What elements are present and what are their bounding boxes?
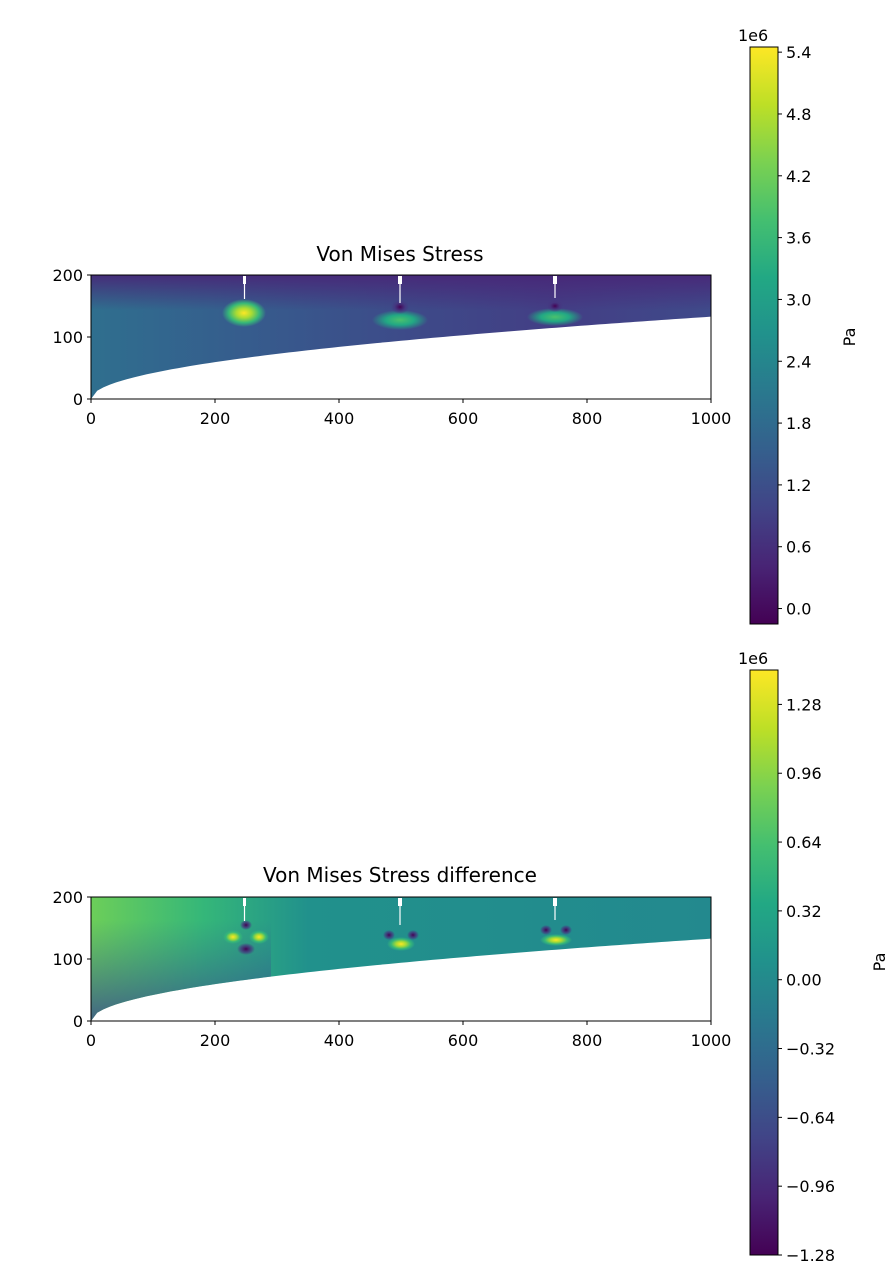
colorbar-label: Pa bbox=[840, 328, 859, 347]
low-spot-750-right bbox=[560, 925, 572, 935]
colorbar: 1e6 Pa 0.0 0.6 1.2 1.8 2.4 3.0 3.6 4.2 4.8 5.4 bbox=[738, 26, 859, 625]
colorbar-tick-label: 0.96 bbox=[786, 764, 822, 783]
colorbar-gradient bbox=[749, 46, 779, 625]
x-tick-label: 0 bbox=[86, 1031, 96, 1050]
colorbar-gradient bbox=[749, 669, 779, 1256]
colorbar-tick-label: 4.8 bbox=[786, 105, 811, 124]
colorbar-tick-label: 0.32 bbox=[786, 902, 822, 921]
colorbar-offset-text: 1e6 bbox=[738, 26, 768, 45]
y-tick-label: 200 bbox=[52, 888, 83, 907]
support-markers bbox=[243, 898, 557, 925]
low-stress-spot bbox=[391, 300, 409, 314]
hotspot-750 bbox=[527, 308, 583, 326]
colorbar-ticks: 0.0 0.6 1.2 1.8 2.4 3.0 3.6 4.2 4.8 5.4 bbox=[778, 43, 811, 619]
support-markers bbox=[243, 276, 557, 303]
panel-von-mises-stress-difference: Von Mises Stress difference bbox=[52, 649, 889, 1264]
stress-field bbox=[91, 275, 711, 399]
y-tick-label: 100 bbox=[52, 950, 83, 969]
x-tick-label: 400 bbox=[324, 1031, 355, 1050]
x-tick-label: 1000 bbox=[691, 1031, 732, 1050]
x-tick-label: 1000 bbox=[691, 409, 732, 428]
support-marker bbox=[243, 898, 246, 906]
x-ticks: 0 200 400 600 800 1000 bbox=[86, 399, 731, 428]
x-tick-label: 200 bbox=[200, 1031, 231, 1050]
x-tick-label: 800 bbox=[572, 409, 603, 428]
support-marker bbox=[398, 276, 402, 284]
low-spot-250 bbox=[237, 943, 255, 955]
colorbar-tick-label: −1.28 bbox=[786, 1246, 835, 1264]
colorbar-tick-label: 1.28 bbox=[786, 695, 822, 714]
support-marker bbox=[553, 898, 557, 906]
x-tick-label: 600 bbox=[448, 1031, 479, 1050]
colorbar-tick-label: −0.96 bbox=[786, 1177, 835, 1196]
hotspot-500 bbox=[387, 937, 415, 951]
y-tick-label: 200 bbox=[52, 266, 83, 285]
x-ticks: 0 200 400 600 800 1000 bbox=[86, 1021, 731, 1050]
low-spot-500-left bbox=[383, 930, 395, 940]
colorbar-label: Pa bbox=[870, 953, 889, 972]
panel-title: Von Mises Stress difference bbox=[263, 863, 537, 887]
hotspot-250 bbox=[222, 299, 266, 327]
x-tick-label: 200 bbox=[200, 409, 231, 428]
low-stress-spot bbox=[547, 300, 563, 312]
low-spot-250-top bbox=[240, 920, 252, 930]
colorbar-tick-label: 3.0 bbox=[786, 290, 811, 309]
colorbar-tick-label: 0.0 bbox=[786, 600, 811, 619]
colorbar-tick-label: 3.6 bbox=[786, 229, 811, 248]
hotspot-750 bbox=[540, 934, 572, 946]
colorbar-tick-label: −0.32 bbox=[786, 1040, 835, 1059]
y-tick-label: 0 bbox=[73, 1012, 83, 1031]
hotspot-500 bbox=[372, 310, 428, 330]
colorbar-tick-label: 0.64 bbox=[786, 833, 822, 852]
colorbar-offset-text: 1e6 bbox=[738, 649, 768, 668]
hotspot-250-right bbox=[249, 930, 269, 944]
colorbar-tick-label: −0.64 bbox=[786, 1108, 835, 1127]
field-lower-band bbox=[91, 920, 271, 1021]
x-tick-label: 600 bbox=[448, 409, 479, 428]
support-marker bbox=[243, 276, 246, 284]
colorbar-tick-label: 4.2 bbox=[786, 167, 811, 186]
colorbar-ticks: 1.28 0.96 0.64 0.32 0.00 −0.32 −0.64 −0.96 −1.28 bbox=[778, 695, 835, 1264]
support-marker bbox=[398, 898, 402, 906]
colorbar-tick-label: 2.4 bbox=[786, 352, 811, 371]
low-spot-500-right bbox=[407, 930, 419, 940]
colorbar-tick-label: 1.8 bbox=[786, 414, 811, 433]
stress-difference-field bbox=[91, 897, 711, 1021]
support-marker bbox=[553, 276, 557, 284]
colorbar-tick-label: 1.2 bbox=[786, 476, 811, 495]
x-tick-label: 0 bbox=[86, 409, 96, 428]
colorbar-tick-label: 0.00 bbox=[786, 971, 822, 990]
hotspot-250-left bbox=[223, 930, 243, 944]
x-tick-label: 400 bbox=[324, 409, 355, 428]
x-tick-label: 800 bbox=[572, 1031, 603, 1050]
y-ticks: 0 100 200 bbox=[52, 888, 91, 1031]
y-tick-label: 0 bbox=[73, 390, 83, 409]
panel-von-mises-stress: Von Mises Stress 0 20 bbox=[52, 26, 859, 625]
colorbar-tick-label: 5.4 bbox=[786, 43, 811, 62]
y-tick-label: 100 bbox=[52, 328, 83, 347]
colorbar-tick-label: 0.6 bbox=[786, 538, 811, 557]
colorbar: 1e6 Pa 1.28 0.96 0.64 0.32 0.00 −0.32 −0.64 −0.… bbox=[738, 649, 889, 1264]
panel-title: Von Mises Stress bbox=[316, 242, 483, 266]
y-ticks: 0 100 200 bbox=[52, 266, 91, 409]
low-spot-750-left bbox=[540, 925, 552, 935]
